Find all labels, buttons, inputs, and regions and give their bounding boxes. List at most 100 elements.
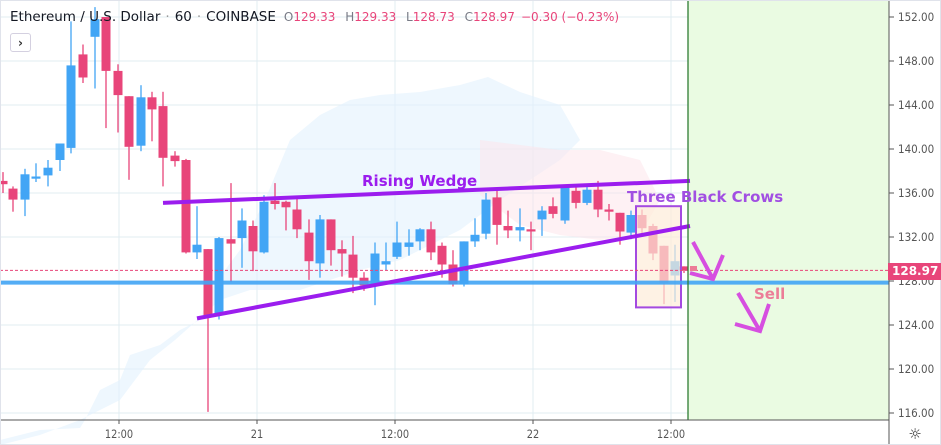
candle[interactable] (437, 245, 447, 265)
candle[interactable] (470, 234, 480, 242)
price-tick-label: 148.00 (898, 54, 935, 68)
candle[interactable] (78, 54, 88, 78)
price-tick-label: 124.00 (898, 318, 935, 332)
candle[interactable] (147, 97, 157, 110)
candle[interactable] (192, 244, 202, 253)
candle[interactable] (481, 199, 491, 234)
rising-wedge-label[interactable]: Rising Wedge (362, 172, 478, 190)
candle[interactable] (43, 167, 53, 176)
candle[interactable] (101, 17, 111, 71)
arrow-down-right-icon[interactable] (689, 241, 725, 282)
candle[interactable] (448, 264, 458, 285)
separator: · (165, 9, 170, 25)
candle[interactable] (326, 219, 336, 251)
candle[interactable] (392, 242, 402, 257)
candle[interactable] (292, 209, 302, 230)
candle[interactable] (515, 227, 525, 231)
candle[interactable] (304, 232, 314, 262)
open-value: 129.33 (293, 10, 336, 24)
forecast-background (688, 0, 889, 420)
price-tick-label: 152.00 (898, 10, 935, 24)
candle[interactable] (113, 70, 123, 96)
candle[interactable] (526, 229, 536, 232)
candle[interactable] (124, 96, 134, 147)
price-change: −0.30 (−0.23%) (520, 10, 620, 24)
legend-toggle-button[interactable]: › (10, 33, 31, 52)
candle[interactable] (370, 253, 380, 286)
candle[interactable] (315, 219, 325, 264)
time-tick-label: 12:00 (656, 427, 686, 441)
candle[interactable] (337, 249, 347, 254)
interval[interactable]: 60 (174, 9, 192, 25)
candle[interactable] (626, 215, 636, 233)
candle[interactable] (66, 65, 76, 148)
candle[interactable] (136, 97, 146, 146)
time-tick-label: 21 (250, 427, 264, 441)
candle[interactable] (415, 229, 425, 242)
three-black-crows-label[interactable]: Three Black Crows (627, 188, 784, 206)
candle[interactable] (381, 261, 391, 265)
candle[interactable] (259, 201, 269, 253)
ohlc-values: O129.33 H129.33 L128.73 C128.97 (284, 10, 515, 24)
settings-gear-icon[interactable]: ☼ (908, 425, 922, 443)
candle[interactable] (404, 242, 414, 247)
wedge-lower-line[interactable] (196, 224, 691, 321)
drawings (0, 0, 889, 420)
close-label: C (464, 10, 473, 24)
time-tick-label: 22 (526, 427, 540, 441)
arrow-down-right-icon[interactable] (734, 291, 771, 334)
sell-label[interactable]: Sell (754, 285, 786, 303)
candle[interactable] (90, 19, 100, 37)
candle[interactable] (237, 220, 247, 239)
candle[interactable] (593, 189, 603, 210)
separator: · (196, 9, 202, 25)
candle[interactable] (270, 200, 280, 204)
symbol-legend: Ethereum / U.S. Dollar · 60 · COINBASE O… (10, 9, 619, 25)
high-value: 129.33 (354, 10, 397, 24)
symbol-name: Ethereum / U.S. Dollar (10, 9, 161, 25)
candle[interactable] (348, 254, 358, 278)
candle[interactable] (214, 238, 224, 314)
wedge-upper-line[interactable] (162, 178, 691, 205)
price-tick-label: 136.00 (898, 186, 935, 200)
chevron-right-icon: › (18, 35, 23, 50)
candle[interactable] (503, 226, 513, 231)
candle[interactable] (31, 176, 41, 179)
candle[interactable] (248, 226, 258, 252)
candle[interactable] (20, 174, 30, 200)
time-tick-label: 12:00 (104, 427, 134, 441)
candle[interactable] (426, 229, 436, 253)
candle[interactable] (537, 210, 547, 220)
price-tick-label: 140.00 (898, 142, 935, 156)
candle[interactable] (679, 266, 689, 271)
candle[interactable] (604, 209, 614, 212)
candle[interactable] (0, 180, 8, 185)
current-price-badge: 128.97 (888, 263, 941, 280)
price-tick-label: 120.00 (898, 362, 935, 376)
high-label: H (345, 10, 355, 24)
three-black-crows-box[interactable] (635, 205, 682, 309)
candle[interactable] (560, 185, 570, 221)
candle[interactable] (615, 212, 625, 232)
time-tick-label: 12:00 (380, 427, 410, 441)
close-value: 128.97 (472, 10, 515, 24)
exchange: COINBASE (206, 9, 276, 25)
open-label: O (283, 10, 294, 24)
candle[interactable] (170, 155, 180, 162)
candle[interactable] (571, 190, 581, 203)
candle[interactable] (55, 143, 65, 161)
candle[interactable] (281, 201, 291, 208)
candle[interactable] (548, 206, 558, 214)
price-tick-label: 132.00 (898, 230, 935, 244)
forecast-region (688, 0, 889, 420)
candle[interactable] (181, 160, 191, 253)
candle[interactable] (158, 106, 168, 158)
candle[interactable] (582, 189, 592, 203)
low-value: 128.73 (412, 10, 455, 24)
candle[interactable] (8, 188, 18, 200)
candle[interactable] (459, 241, 469, 285)
candle[interactable] (226, 239, 236, 244)
candle[interactable] (492, 197, 502, 225)
